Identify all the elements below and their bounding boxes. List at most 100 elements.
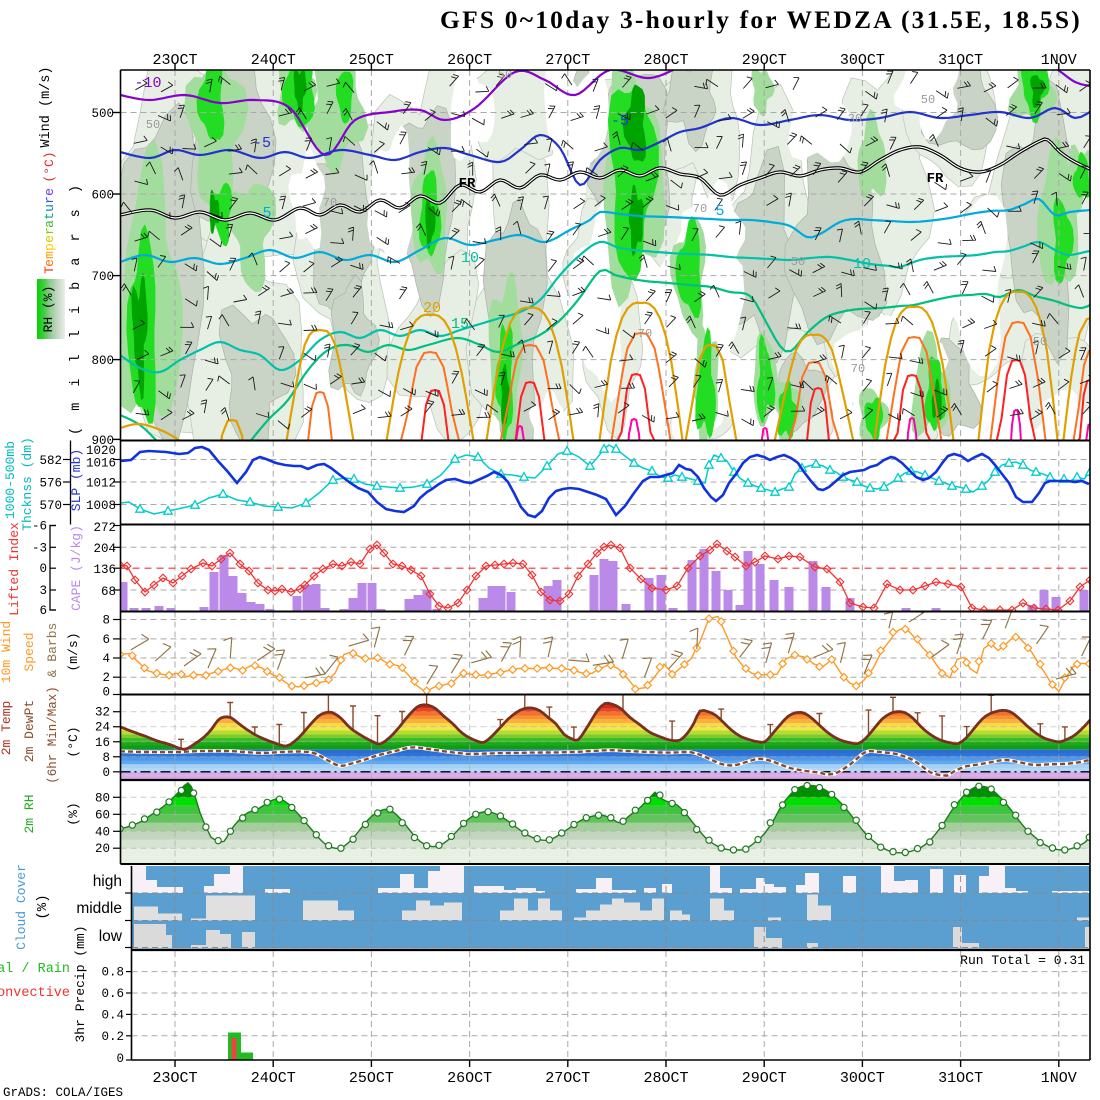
svg-text:32: 32	[95, 706, 110, 720]
svg-text:Convective: Convective	[0, 986, 70, 1001]
svg-text:70: 70	[851, 362, 865, 376]
svg-text:10m Wind: 10m Wind	[0, 621, 14, 683]
svg-text:50: 50	[1033, 335, 1047, 349]
svg-text:6: 6	[102, 633, 110, 647]
svg-text:Temperature(°C): Temperature(°C)	[42, 151, 57, 274]
svg-text:24OCT: 24OCT	[251, 52, 296, 69]
svg-text:GFS 0~10day 3-hourly for WEDZA: GFS 0~10day 3-hourly for WEDZA (31.5E, 1…	[440, 5, 1082, 34]
svg-text:50: 50	[921, 93, 935, 107]
svg-text:28OCT: 28OCT	[643, 52, 688, 69]
svg-text:-5: -5	[253, 135, 271, 152]
svg-text:(%): (%)	[35, 894, 51, 919]
svg-text:Lifted Index: Lifted Index	[7, 522, 22, 616]
svg-text:0.6: 0.6	[101, 987, 124, 1001]
svg-text:70: 70	[323, 196, 337, 210]
svg-text:582: 582	[39, 454, 62, 468]
svg-text:& Barbs: & Barbs	[45, 623, 60, 678]
svg-text:Cloud Cover: Cloud Cover	[14, 864, 29, 950]
svg-text:23OCT: 23OCT	[152, 52, 197, 69]
svg-text:70: 70	[693, 202, 707, 216]
svg-text:-6: -6	[32, 520, 47, 534]
svg-text:Wind (m/s): Wind (m/s)	[39, 66, 54, 147]
svg-text:31OCT: 31OCT	[938, 1070, 983, 1087]
svg-text:low: low	[99, 928, 123, 945]
svg-text:0.2: 0.2	[101, 1030, 124, 1044]
svg-text:1016: 1016	[86, 457, 116, 471]
svg-text:136: 136	[93, 563, 116, 577]
svg-text:0: 0	[102, 685, 110, 699]
svg-text:0: 0	[102, 766, 110, 780]
svg-text:30OCT: 30OCT	[840, 52, 885, 69]
svg-text:8: 8	[102, 614, 110, 628]
svg-text:40: 40	[95, 825, 110, 839]
svg-text:800: 800	[91, 354, 114, 368]
svg-text:Total / Rain: Total / Rain	[0, 962, 70, 977]
svg-text:28OCT: 28OCT	[643, 1070, 688, 1087]
svg-text:(m/s): (m/s)	[66, 632, 81, 671]
svg-text:26OCT: 26OCT	[447, 1070, 492, 1087]
svg-text:6: 6	[39, 604, 47, 618]
svg-text:1NOV: 1NOV	[1041, 52, 1077, 69]
svg-text:1012: 1012	[86, 477, 116, 491]
svg-text:(%): (%)	[66, 802, 81, 825]
svg-text:5: 5	[715, 203, 724, 220]
svg-text:FR: FR	[927, 171, 944, 187]
svg-text:-10: -10	[134, 75, 161, 92]
svg-text:SLP (mb): SLP (mb)	[69, 449, 84, 511]
svg-text:23OCT: 23OCT	[152, 1070, 197, 1087]
svg-text:27OCT: 27OCT	[545, 52, 590, 69]
svg-text:0: 0	[39, 562, 47, 576]
svg-text:-5: -5	[611, 113, 629, 130]
svg-text:0.8: 0.8	[101, 966, 124, 980]
svg-text:20: 20	[423, 300, 441, 317]
svg-text:8: 8	[102, 751, 110, 765]
svg-text:5: 5	[262, 205, 271, 222]
svg-text:20: 20	[95, 842, 110, 856]
svg-text:576: 576	[39, 477, 62, 491]
svg-text:10: 10	[853, 256, 871, 273]
svg-text:30: 30	[848, 112, 862, 126]
svg-text:1020: 1020	[86, 444, 116, 458]
svg-text:60: 60	[95, 808, 110, 822]
svg-text:2m DewPt: 2m DewPt	[22, 700, 37, 762]
svg-text:70: 70	[638, 327, 652, 341]
svg-text:1NOV: 1NOV	[1041, 1070, 1077, 1087]
svg-text:600: 600	[91, 189, 114, 203]
svg-text:80: 80	[95, 791, 110, 805]
svg-text:middle: middle	[76, 900, 122, 917]
svg-text:27OCT: 27OCT	[545, 1070, 590, 1087]
svg-text:FR: FR	[459, 176, 476, 192]
svg-text:29OCT: 29OCT	[742, 1070, 787, 1087]
svg-text:1000-500mb: 1000-500mb	[3, 441, 18, 519]
svg-text:1008: 1008	[86, 499, 116, 513]
svg-text:26OCT: 26OCT	[447, 52, 492, 69]
svg-text:Speed: Speed	[22, 632, 37, 671]
svg-text:31OCT: 31OCT	[938, 52, 983, 69]
svg-text:900: 900	[91, 434, 114, 448]
svg-text:50: 50	[498, 68, 512, 82]
svg-text:24: 24	[95, 721, 110, 735]
svg-text:RH (%): RH (%)	[41, 286, 56, 333]
svg-text:GrADS: COLA/IGES: GrADS: COLA/IGES	[3, 1086, 123, 1100]
svg-text:Thcknss (dm): Thcknss (dm)	[20, 437, 35, 531]
svg-text:24OCT: 24OCT	[251, 1070, 296, 1087]
svg-text:50: 50	[146, 118, 160, 132]
svg-text:50: 50	[791, 255, 805, 269]
svg-text:272: 272	[93, 521, 116, 535]
svg-text:30OCT: 30OCT	[840, 1070, 885, 1087]
svg-text:0.4: 0.4	[101, 1008, 124, 1022]
svg-text:(°C): (°C)	[66, 726, 81, 757]
svg-text:CAPE (J/kg): CAPE (J/kg)	[69, 525, 84, 611]
svg-text:(6hr Min/Max): (6hr Min/Max)	[46, 686, 60, 784]
svg-text:16: 16	[95, 736, 110, 750]
svg-text:204: 204	[93, 542, 116, 556]
svg-text:Run Total = 0.31: Run Total = 0.31	[960, 953, 1085, 968]
svg-text:2m RH: 2m RH	[22, 794, 37, 833]
svg-text:25OCT: 25OCT	[349, 52, 394, 69]
svg-text:10: 10	[461, 250, 479, 267]
svg-text:-3: -3	[32, 541, 47, 555]
svg-text:25OCT: 25OCT	[349, 1070, 394, 1087]
svg-text:0: 0	[116, 1052, 124, 1066]
svg-text:15: 15	[451, 316, 469, 333]
svg-text:2: 2	[102, 671, 110, 685]
